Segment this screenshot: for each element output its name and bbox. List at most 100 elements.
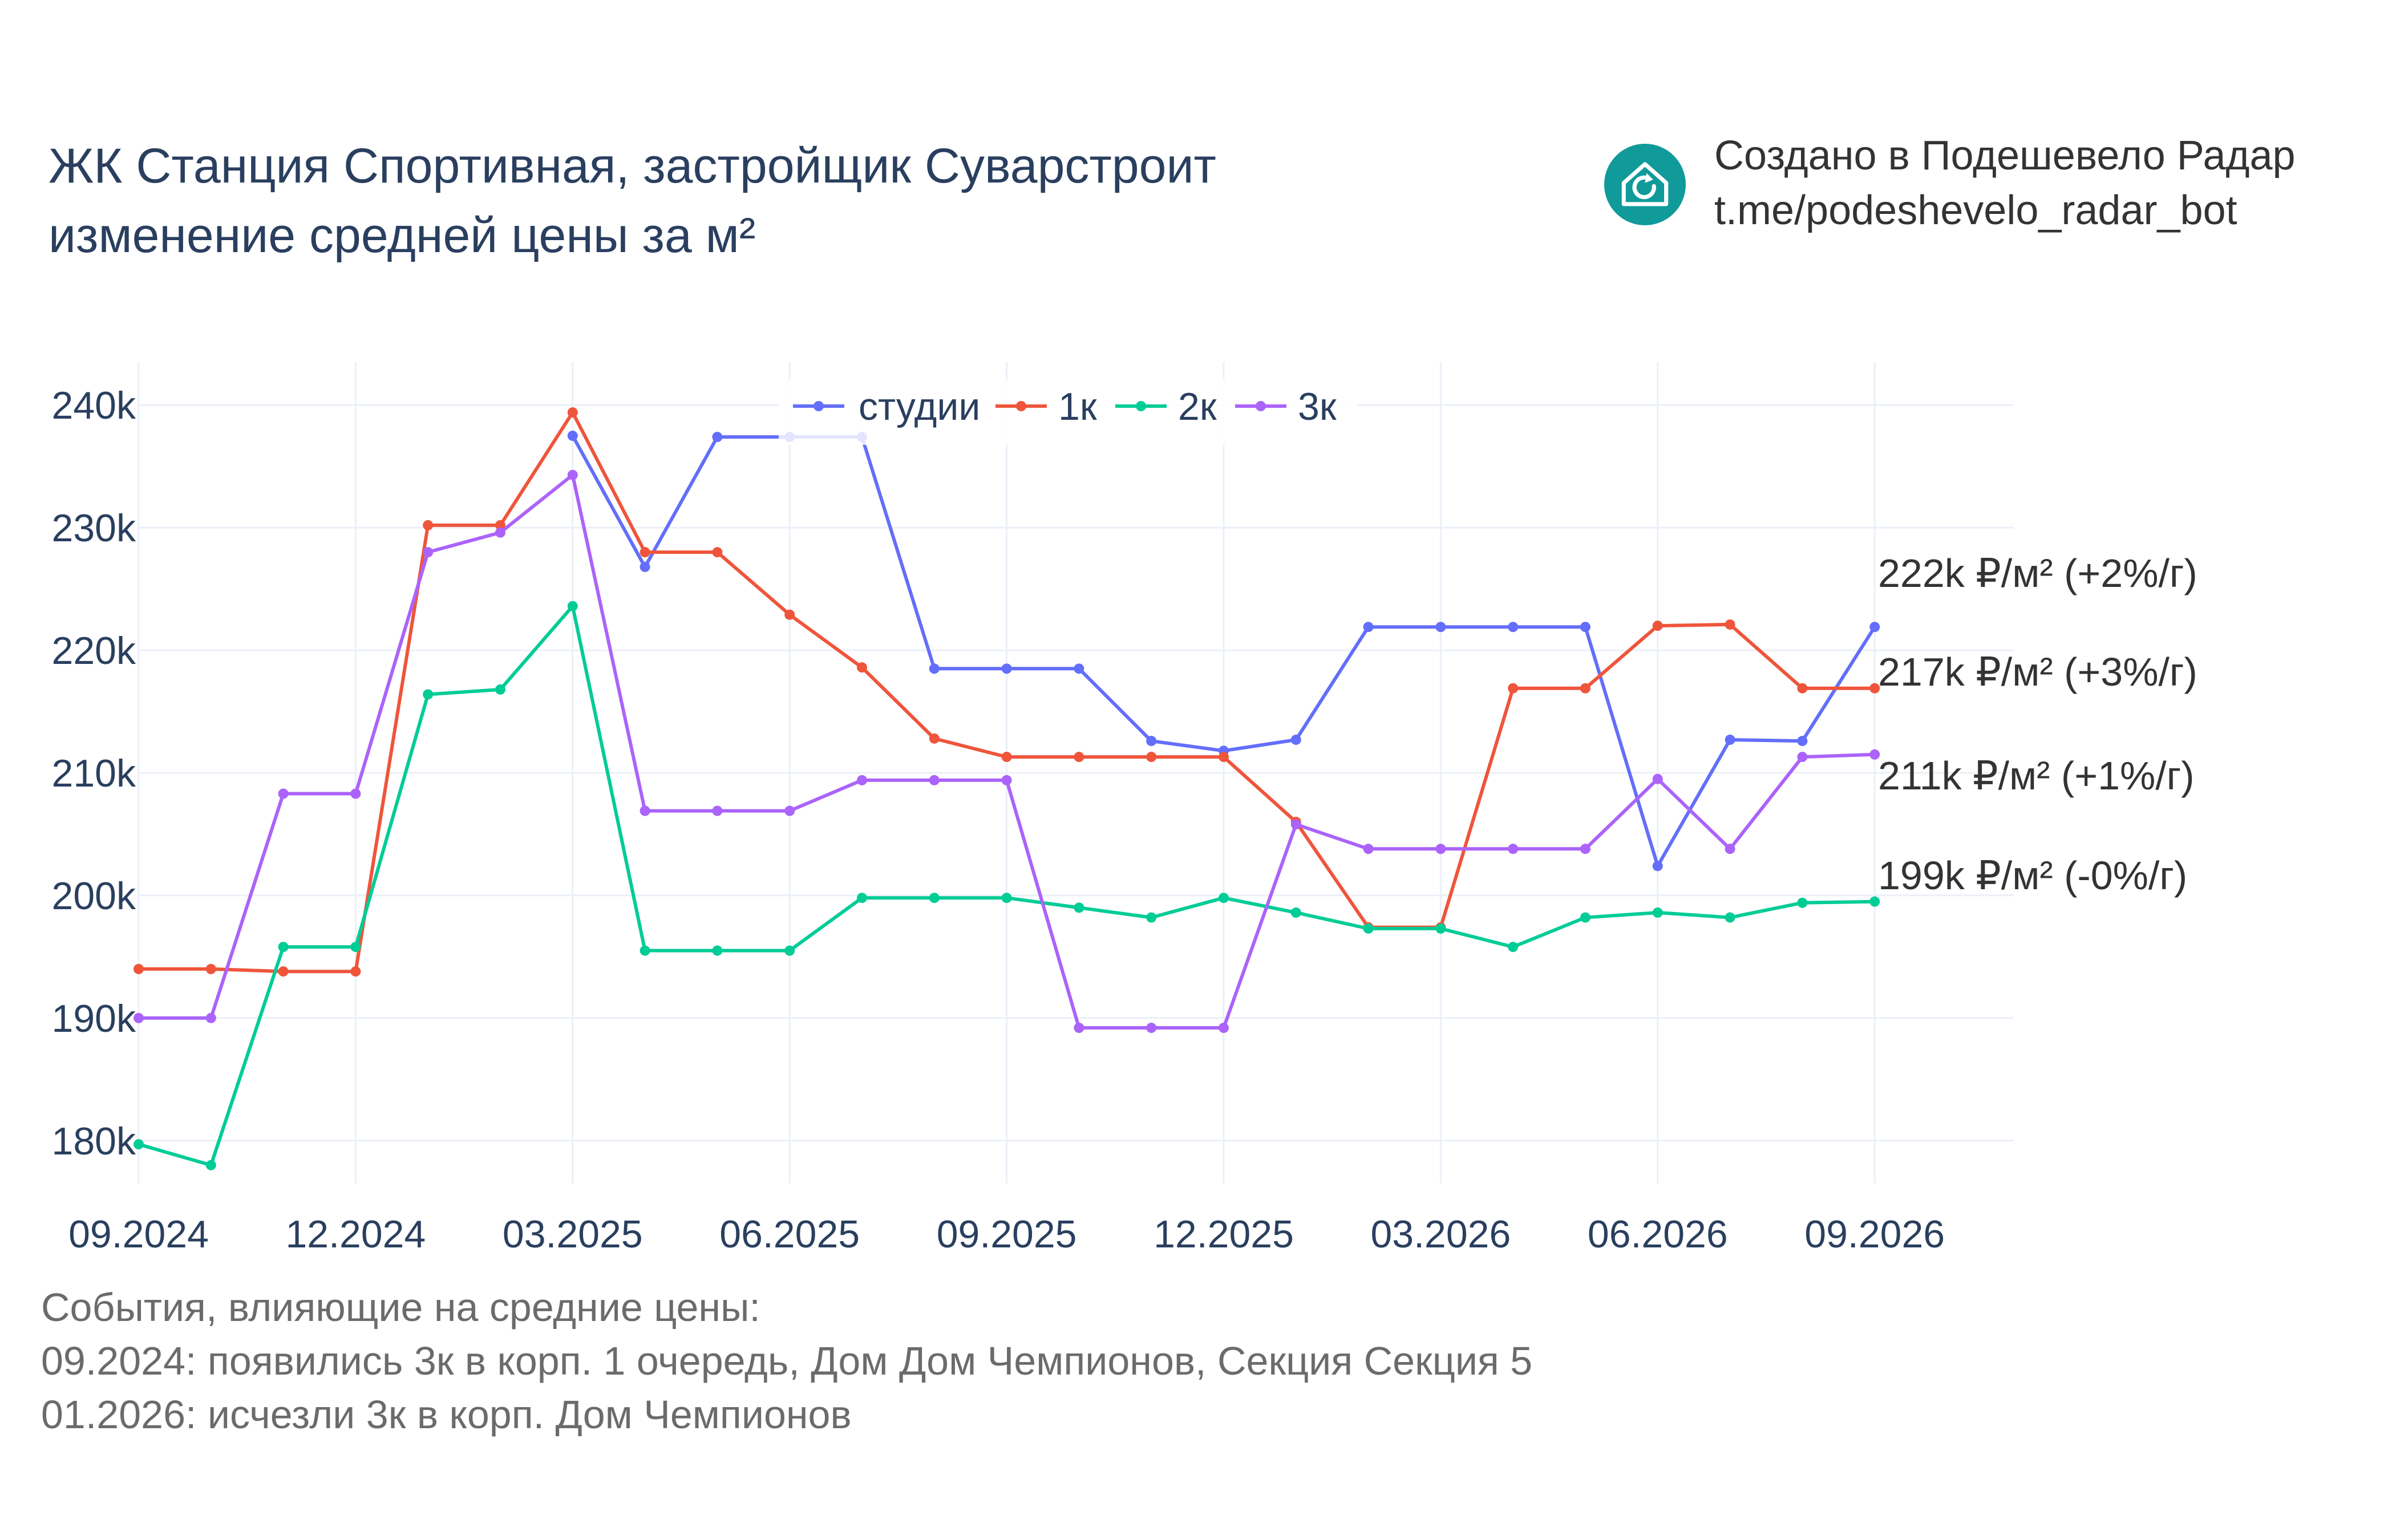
data-point [423,520,434,530]
data-point [495,684,505,695]
data-point [712,945,723,956]
grid-layer [137,362,2014,1184]
logo-house-outline [1621,162,1669,206]
data-point [1580,622,1590,633]
data-point [1146,736,1157,747]
y-tick-label: 200k [52,874,136,918]
data-point [1001,893,1012,903]
credit-line-1: Создано в Подешевело Радар [1714,133,2296,179]
legend-swatch-marker [813,401,824,411]
legend-item-3к: 3к [1235,385,1337,428]
data-point [1074,752,1084,763]
data-point [133,963,144,974]
data-point [133,1012,144,1023]
data-point [350,942,361,953]
x-tick-label: 09.2024 [68,1213,209,1256]
legend-label: 3к [1298,385,1337,428]
series-layer [133,407,1880,1170]
data-point [205,1160,216,1170]
events-heading: События, влияющие на средние цены: [41,1285,760,1330]
data-point [929,893,940,903]
series-2к [133,601,1880,1170]
data-point [1001,775,1012,785]
legend-label: студии [859,385,980,428]
chart-title-line-1: ЖК Станция Спортивная, застройщик Суварс… [48,139,1216,193]
data-point [1146,752,1157,763]
y-tick-label: 210k [52,752,136,795]
data-point [784,609,795,620]
x-tick-label: 03.2026 [1370,1213,1511,1256]
y-tick-label: 220k [52,629,136,672]
data-point [1435,844,1446,854]
data-point [1219,893,1229,903]
data-point [350,788,361,799]
data-point [1652,773,1663,784]
x-tick-label: 09.2025 [937,1213,1077,1256]
data-point [567,430,578,441]
data-point [929,663,940,674]
legend-label: 2к [1178,385,1217,428]
data-point [1725,734,1735,745]
data-point [1074,902,1084,913]
data-point [423,689,434,700]
data-point [1797,736,1808,747]
end-label-2к: 199k ₽/м² (-0%/г) [1878,853,2187,898]
data-point [1869,683,1880,694]
data-point [929,733,940,744]
data-point [1290,734,1301,745]
legend-swatch-marker [1136,401,1146,411]
data-point [1725,619,1735,630]
data-point [712,432,723,443]
data-point [1869,749,1880,760]
x-tick-label: 12.2025 [1154,1213,1294,1256]
data-point [1725,912,1735,923]
axis-layer: 180k 190k 200k 210k 220k 230k 240k 09.2024 12.20… [52,384,1945,1256]
data-point [495,527,505,538]
data-point [278,788,289,799]
data-point [1580,683,1590,694]
data-point [1725,844,1735,854]
data-point [1652,907,1663,918]
data-point [1290,819,1301,830]
data-point [929,775,940,785]
data-point [1001,663,1012,674]
x-tick-label: 03.2025 [503,1213,643,1256]
data-point [1580,912,1590,923]
legend-swatch-marker [1256,401,1266,411]
data-point [1797,752,1808,763]
data-point [205,1012,216,1023]
data-point [1074,663,1084,674]
data-point [1435,923,1446,934]
x-tick-label: 06.2026 [1588,1213,1728,1256]
data-point [1219,752,1229,763]
data-point [278,942,289,953]
data-point [495,520,505,530]
data-point [1797,897,1808,908]
credit-link[interactable]: t.me/podeshevelo_radar_bot [1714,188,2237,233]
logo-arrow-head [1645,173,1653,183]
data-point [1219,1023,1229,1034]
data-point [784,945,795,956]
data-point [1363,622,1374,633]
y-tick-label: 240k [52,384,136,427]
data-point [1363,844,1374,854]
chart-title: ЖК Станция Спортивная, застройщик Суварс… [48,131,1216,270]
event-item-1: 09.2024: появились 3к в корп. 1 очередь,… [41,1339,1533,1383]
data-point [567,601,578,611]
data-point [133,1139,144,1150]
end-label-студии: 222k ₽/м² (+2%/г) [1878,551,2197,595]
legend-item-1к: 1к [995,385,1098,428]
data-point [712,547,723,558]
legend-background [779,379,1358,445]
events-block: События, влияющие на средние цены: 09.20… [41,1280,1532,1441]
data-point [857,775,867,785]
data-point [1001,752,1012,763]
house-refresh-icon [1604,144,1686,225]
legend-swatch-marker [1016,401,1026,411]
legend: студии 1к 2к 3к [779,379,1358,445]
data-point [350,966,361,977]
event-item-2: 01.2026: исчезли 3к в корп. Дом Чемпионо… [41,1392,852,1437]
data-point [640,547,650,558]
x-tick-label: 12.2024 [285,1213,426,1256]
